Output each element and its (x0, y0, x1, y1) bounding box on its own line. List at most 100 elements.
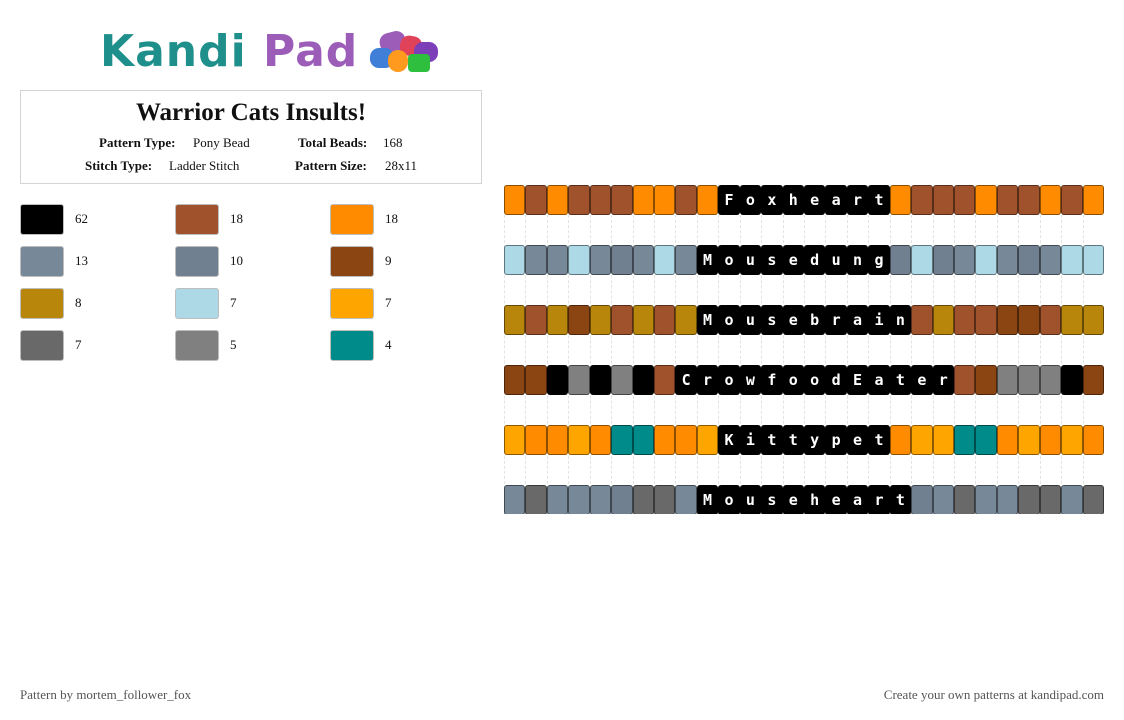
bead[interactable] (654, 485, 676, 514)
letter-bead[interactable]: e (846, 425, 869, 455)
bead[interactable] (1082, 485, 1104, 514)
letter-bead[interactable]: F (718, 185, 740, 215)
letter-bead[interactable]: r (696, 365, 719, 395)
bead[interactable] (889, 245, 912, 275)
letter-bead[interactable]: M (696, 305, 719, 335)
bead[interactable] (525, 185, 547, 215)
letter-bead[interactable]: E (846, 365, 869, 395)
letter-bead[interactable]: s (761, 245, 783, 275)
letter-bead[interactable]: a (868, 365, 890, 395)
letter-bead[interactable]: u (739, 485, 762, 514)
bead[interactable] (975, 245, 997, 275)
bead[interactable] (611, 185, 633, 215)
bead[interactable] (954, 365, 976, 395)
bead[interactable] (1039, 425, 1062, 455)
bead[interactable] (546, 425, 569, 455)
letter-bead[interactable]: t (889, 365, 912, 395)
bead[interactable] (1082, 425, 1104, 455)
letter-bead[interactable]: e (911, 365, 933, 395)
bead[interactable] (696, 185, 719, 215)
kandi-pad-logo[interactable]: Kandi Pad (100, 24, 446, 80)
bead[interactable] (996, 425, 1019, 455)
bead[interactable] (589, 185, 612, 215)
bead[interactable] (675, 185, 697, 215)
bead[interactable] (975, 425, 997, 455)
bead[interactable] (1039, 245, 1062, 275)
letter-bead[interactable]: p (825, 425, 847, 455)
bead[interactable] (589, 305, 612, 335)
letter-bead[interactable]: x (761, 185, 783, 215)
bead[interactable] (954, 305, 976, 335)
letter-bead[interactable]: r (825, 305, 847, 335)
letter-bead[interactable]: d (804, 245, 826, 275)
bead[interactable] (611, 365, 633, 395)
letter-bead[interactable]: t (868, 425, 890, 455)
bead[interactable] (1082, 365, 1104, 395)
bead[interactable] (996, 365, 1019, 395)
bead[interactable] (504, 485, 526, 514)
bead[interactable] (546, 365, 569, 395)
bead[interactable] (632, 245, 654, 275)
bead[interactable] (568, 305, 590, 335)
bead[interactable] (954, 185, 976, 215)
letter-bead[interactable]: e (804, 185, 826, 215)
bead[interactable] (932, 425, 954, 455)
letter-bead[interactable]: a (846, 485, 869, 514)
bead[interactable] (975, 485, 997, 514)
letter-bead[interactable]: o (782, 365, 804, 395)
bead[interactable] (1039, 305, 1062, 335)
bead[interactable] (675, 305, 697, 335)
bead[interactable] (1039, 185, 1062, 215)
bead[interactable] (1061, 185, 1083, 215)
letter-bead[interactable]: e (782, 245, 804, 275)
letter-bead[interactable]: h (804, 485, 826, 514)
bead[interactable] (611, 425, 633, 455)
letter-bead[interactable]: o (804, 365, 826, 395)
bead[interactable] (525, 425, 547, 455)
bead[interactable] (504, 245, 526, 275)
bead[interactable] (932, 185, 954, 215)
letter-bead[interactable]: u (739, 245, 762, 275)
bead[interactable] (546, 305, 569, 335)
letter-bead[interactable]: g (868, 245, 890, 275)
kandipad-link[interactable]: Create your own patterns at kandipad.com (883, 687, 1104, 702)
bead[interactable] (889, 185, 912, 215)
letter-bead[interactable]: s (761, 305, 783, 335)
letter-bead[interactable]: t (889, 485, 912, 514)
bead[interactable] (932, 245, 954, 275)
bead[interactable] (911, 425, 933, 455)
bead[interactable] (589, 365, 612, 395)
bead[interactable] (932, 305, 954, 335)
letter-bead[interactable]: i (739, 425, 762, 455)
bead[interactable] (504, 365, 526, 395)
bead[interactable] (525, 365, 547, 395)
bead[interactable] (996, 185, 1019, 215)
bead[interactable] (525, 245, 547, 275)
bead[interactable] (611, 245, 633, 275)
bead[interactable] (589, 485, 612, 514)
bead[interactable] (675, 245, 697, 275)
bead[interactable] (996, 245, 1019, 275)
bead[interactable] (1039, 485, 1062, 514)
letter-bead[interactable]: s (761, 485, 783, 514)
letter-bead[interactable]: y (804, 425, 826, 455)
bead[interactable] (1039, 365, 1062, 395)
bead[interactable] (568, 425, 590, 455)
letter-bead[interactable]: h (782, 185, 804, 215)
letter-bead[interactable]: M (696, 485, 719, 514)
letter-bead[interactable]: b (804, 305, 826, 335)
bead[interactable] (632, 365, 654, 395)
letter-bead[interactable]: n (889, 305, 912, 335)
bead[interactable] (654, 245, 676, 275)
letter-bead[interactable]: f (761, 365, 783, 395)
bead[interactable] (568, 185, 590, 215)
bead[interactable] (589, 245, 612, 275)
bead[interactable] (675, 485, 697, 514)
letter-bead[interactable]: C (675, 365, 697, 395)
bead[interactable] (1018, 425, 1040, 455)
bead[interactable] (889, 425, 912, 455)
letter-bead[interactable]: o (718, 485, 740, 514)
letter-bead[interactable]: e (782, 485, 804, 514)
letter-bead[interactable]: u (825, 245, 847, 275)
bead[interactable] (954, 485, 976, 514)
